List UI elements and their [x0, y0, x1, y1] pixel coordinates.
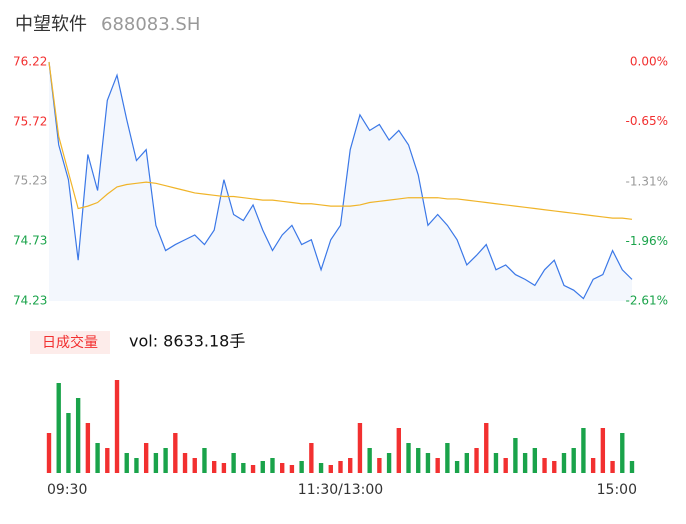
volume-bar	[153, 453, 159, 473]
volume-bar	[318, 463, 324, 473]
volume-bar	[211, 461, 217, 473]
y2-tick-label: -0.65%	[626, 114, 668, 128]
volume-bar	[620, 433, 625, 473]
y-tick-label: 75.23	[13, 173, 47, 187]
x-tick-label: 15:00	[597, 482, 637, 498]
volume-bar	[46, 433, 52, 473]
volume-bar	[328, 465, 333, 473]
y2-tick-label: -1.31%	[626, 174, 668, 188]
volume-bar	[493, 453, 499, 473]
volume-bar	[163, 448, 168, 473]
volume-bar	[270, 458, 275, 473]
volume-bar	[202, 448, 207, 473]
volume-bar	[406, 443, 411, 473]
volume-bar	[309, 443, 314, 473]
volume-bar	[241, 463, 246, 473]
legend-box	[30, 331, 110, 354]
volume-bar	[85, 423, 91, 473]
volume-bar	[182, 453, 188, 473]
volume-bar	[590, 458, 596, 473]
volume-bar	[143, 443, 149, 473]
volume-bar	[396, 428, 401, 473]
y-tick-label: 75.72	[13, 115, 47, 129]
volume-bar	[416, 448, 421, 473]
volume-bar	[552, 461, 557, 473]
volume-bar	[600, 428, 606, 473]
volume-bar	[221, 463, 227, 473]
volume-bar	[348, 458, 353, 473]
volume-bar	[454, 461, 460, 473]
legend-label: 日成交量	[42, 334, 98, 351]
volume-bar	[425, 453, 431, 473]
volume-bar	[367, 448, 372, 473]
volume-bar	[571, 448, 576, 473]
volume-bar	[192, 458, 197, 473]
volume-bar	[66, 413, 71, 473]
volume-bar	[75, 398, 81, 473]
y-tick-label: 76.22	[13, 55, 47, 69]
volume-bar	[629, 461, 635, 473]
volume-bar	[299, 461, 304, 473]
volume-bar	[114, 380, 120, 473]
volume-bar	[95, 443, 100, 473]
stock-name: 中望软件	[15, 14, 87, 35]
y2-tick-label: -2.61%	[626, 294, 668, 308]
y2-tick-label: -1.96%	[626, 234, 668, 248]
volume-bar	[231, 453, 236, 473]
volume-bar	[474, 448, 479, 473]
y2-tick-label: 0.00%	[630, 55, 668, 69]
volume-bar	[124, 453, 129, 473]
volume-bar	[386, 453, 392, 473]
volume-bar	[610, 461, 615, 473]
volume-bar	[289, 465, 295, 473]
volume-bar	[260, 461, 265, 473]
volume-bar	[503, 458, 508, 473]
volume-bar	[513, 438, 518, 473]
volume-bar	[445, 443, 450, 473]
volume-bar	[542, 458, 547, 473]
volume-bar	[56, 383, 61, 473]
x-tick-label: 09:30	[47, 482, 87, 498]
average-line	[48, 61, 633, 220]
volume-bar	[357, 423, 363, 473]
volume-bar	[134, 458, 139, 473]
volume-bar	[464, 453, 470, 473]
price-line	[48, 61, 633, 300]
price-area	[49, 62, 632, 301]
volume-bar	[338, 461, 343, 473]
stock-code: 688083.SH	[101, 14, 200, 35]
volume-bar	[377, 458, 382, 473]
volume-bar	[581, 428, 586, 473]
y-tick-label: 74.23	[13, 294, 47, 308]
volume-bar	[105, 448, 110, 473]
volume-bar	[250, 465, 256, 473]
volume-bar	[484, 423, 489, 473]
volume-bar	[532, 448, 538, 473]
volume-label: vol: 8633.18手	[129, 332, 245, 351]
volume-bar	[435, 458, 440, 473]
volume-bar	[280, 463, 285, 473]
volume-bar	[522, 453, 528, 473]
volume-bar	[561, 453, 567, 473]
volume-bar	[173, 433, 178, 473]
y-tick-label: 74.73	[13, 233, 47, 247]
x-tick-label: 11:30/13:00	[298, 482, 383, 498]
